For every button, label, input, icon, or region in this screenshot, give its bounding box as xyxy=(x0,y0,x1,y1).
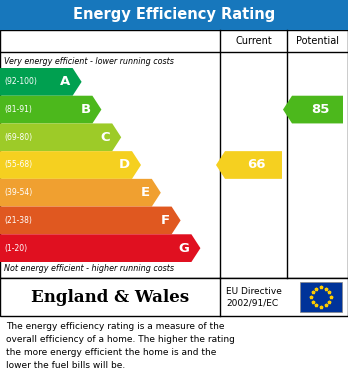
Text: E: E xyxy=(141,186,150,199)
Text: Potential: Potential xyxy=(296,36,339,46)
Text: Energy Efficiency Rating: Energy Efficiency Rating xyxy=(73,7,275,23)
Text: (39-54): (39-54) xyxy=(4,188,32,197)
Text: (92-100): (92-100) xyxy=(4,77,37,86)
Bar xyxy=(0,30,348,278)
Polygon shape xyxy=(0,206,181,234)
Bar xyxy=(0,0,348,30)
Polygon shape xyxy=(0,124,121,151)
Polygon shape xyxy=(283,96,343,124)
Text: 85: 85 xyxy=(311,103,330,116)
Polygon shape xyxy=(0,96,101,124)
Text: (55-68): (55-68) xyxy=(4,160,32,170)
Text: EU Directive
2002/91/EC: EU Directive 2002/91/EC xyxy=(226,287,282,307)
Text: Current: Current xyxy=(235,36,272,46)
Text: Very energy efficient - lower running costs: Very energy efficient - lower running co… xyxy=(4,57,174,66)
Text: (81-91): (81-91) xyxy=(4,105,32,114)
Text: C: C xyxy=(101,131,110,144)
Text: F: F xyxy=(160,214,169,227)
Text: (69-80): (69-80) xyxy=(4,133,32,142)
Bar xyxy=(0,278,348,316)
Text: (21-38): (21-38) xyxy=(4,216,32,225)
Polygon shape xyxy=(0,151,141,179)
Polygon shape xyxy=(0,68,81,96)
Text: 66: 66 xyxy=(247,158,266,172)
Bar xyxy=(300,282,342,312)
Text: G: G xyxy=(179,242,189,255)
Text: The energy efficiency rating is a measure of the
overall efficiency of a home. T: The energy efficiency rating is a measur… xyxy=(6,322,235,369)
Polygon shape xyxy=(0,234,200,262)
Polygon shape xyxy=(0,179,161,206)
Text: Not energy efficient - higher running costs: Not energy efficient - higher running co… xyxy=(4,264,174,273)
Text: D: D xyxy=(119,158,130,172)
Text: (1-20): (1-20) xyxy=(4,244,27,253)
Text: B: B xyxy=(80,103,90,116)
Polygon shape xyxy=(216,151,282,179)
Text: England & Wales: England & Wales xyxy=(31,289,189,305)
Text: A: A xyxy=(60,75,71,88)
